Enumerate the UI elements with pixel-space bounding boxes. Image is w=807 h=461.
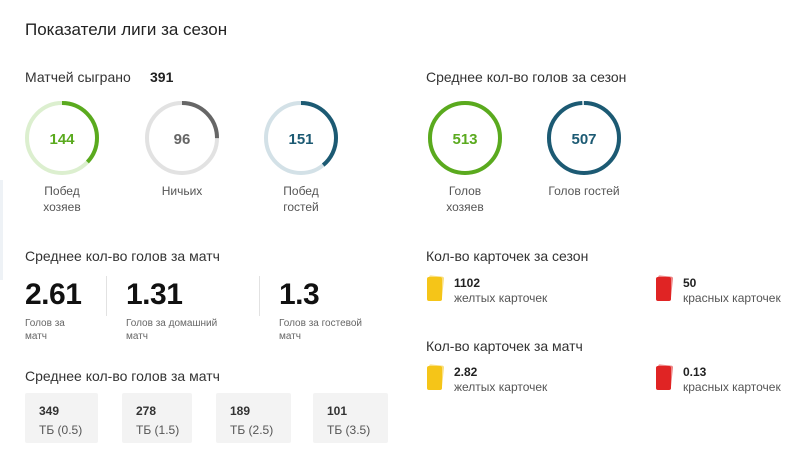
matches-label: Матчей сыграно xyxy=(25,69,131,85)
card-shape xyxy=(656,366,671,390)
stat-caption: Голов за гостевой матч xyxy=(279,317,362,343)
stat-caption: Голов за домашний матч xyxy=(126,317,217,343)
ring-away-goals: 507 Голов гостей xyxy=(534,100,634,199)
ring-arc xyxy=(25,101,99,175)
tb-value: 189 xyxy=(230,404,251,418)
stat-value: 1.3 xyxy=(279,278,320,311)
stat-caption: Голов за матч xyxy=(25,317,81,343)
match-goals-label: Среднее кол-во голов за матч xyxy=(25,248,220,264)
stat-home-goals-per-match: 1.31 Голов за домашний матч xyxy=(126,279,217,343)
ring-caption: Голов гостей xyxy=(534,183,634,199)
ring-draws-chart: 96 xyxy=(145,101,219,175)
caption-line: матч xyxy=(25,331,48,342)
cards-season-label: Кол-во карточек за сезон xyxy=(426,248,589,264)
tb-label: ТБ (3.5) xyxy=(327,423,371,437)
card-text: 2.82 желтых карточек xyxy=(454,365,547,394)
card-text: 50 красных карточек xyxy=(683,276,781,305)
caption-line: Побед xyxy=(283,184,319,198)
ring-value: 96 xyxy=(174,131,191,148)
tb-value: 101 xyxy=(327,404,348,418)
card-label: желтых карточек xyxy=(454,291,548,305)
tb-card: 278 ТБ (1.5) xyxy=(122,393,192,443)
stat-goals-per-match: 2.61 Голов за матч xyxy=(25,278,82,343)
caption-line: Голов xyxy=(448,184,482,198)
ring-away-wins: 151 Побед гостей xyxy=(251,100,351,215)
ring-home-wins-chart: 144 xyxy=(25,101,99,175)
caption-line: хозяев xyxy=(43,200,81,214)
ring-away-goals-chart: 507 xyxy=(547,101,621,175)
ring-draws: 96 Ничьих xyxy=(132,100,232,199)
card-label: красных карточек xyxy=(683,291,781,305)
card-shape xyxy=(427,277,442,301)
ring-arc xyxy=(145,101,219,175)
ring-caption: Ничьих xyxy=(132,183,232,199)
stat-away-goals-per-match: 1.3 Голов за гостевой матч xyxy=(279,279,362,343)
caption-line: Голов за xyxy=(25,318,65,329)
ring-caption: Голов хозяев xyxy=(415,183,515,215)
caption-line: Голов гостей xyxy=(548,184,620,198)
tb-label: ТБ (2.5) xyxy=(230,423,274,437)
divider xyxy=(259,276,260,316)
stat-value: 1.31 xyxy=(126,278,183,311)
card-value: 1102 xyxy=(454,276,481,290)
tb-value: 278 xyxy=(136,404,157,418)
card-value: 50 xyxy=(683,276,697,290)
tb-card: 349 ТБ (0.5) xyxy=(25,393,98,443)
red-card-icon xyxy=(655,364,674,390)
ring-arc xyxy=(428,101,502,175)
page-title: Показатели лиги за сезон xyxy=(25,20,228,39)
card-value: 2.82 xyxy=(454,365,478,379)
tb-card: 189 ТБ (2.5) xyxy=(216,393,291,443)
ring-value: 513 xyxy=(452,131,477,148)
tb-label: ТБ (1.5) xyxy=(136,423,180,437)
card-text: 0.13 красных карточек xyxy=(683,365,781,394)
side-strip xyxy=(0,180,3,280)
ring-home-goals: 513 Голов хозяев xyxy=(415,100,515,215)
season-goals-label: Среднее кол-во голов за сезон xyxy=(426,69,627,85)
card-label: желтых карточек xyxy=(454,380,548,394)
ring-value: 507 xyxy=(571,131,596,148)
cards-match-label: Кол-во карточек за матч xyxy=(426,338,583,354)
tb-card: 101 ТБ (3.5) xyxy=(313,393,388,443)
caption-line: гостей xyxy=(283,200,319,214)
caption-line: хозяев xyxy=(446,200,484,214)
ring-caption: Побед гостей xyxy=(251,183,351,215)
ring-arc xyxy=(264,101,338,175)
tb-value: 349 xyxy=(39,404,60,418)
matches-count: 391 xyxy=(150,69,174,85)
yellow-card-icon xyxy=(426,364,445,390)
caption-line: Ничьих xyxy=(161,184,203,198)
ring-value: 151 xyxy=(288,131,313,148)
red-card-icon xyxy=(655,275,674,301)
card-value: 0.13 xyxy=(683,365,707,379)
card-shape xyxy=(656,277,671,301)
totals-label: Среднее кол-во голов за матч xyxy=(25,368,220,384)
caption-line: Побед xyxy=(44,184,80,198)
ring-away-wins-chart: 151 xyxy=(264,101,338,175)
caption-line: матч xyxy=(279,331,302,342)
tb-label: ТБ (0.5) xyxy=(39,423,83,437)
stat-value: 2.61 xyxy=(25,278,82,311)
ring-home-wins: 144 Побед хозяев xyxy=(12,100,112,215)
divider xyxy=(106,276,107,316)
yellow-card-icon xyxy=(426,275,445,301)
ring-value: 144 xyxy=(49,131,75,148)
card-text: 1102 желтых карточек xyxy=(454,276,547,305)
caption-line: Голов за гостевой xyxy=(279,318,362,329)
card-label: красных карточек xyxy=(683,380,781,394)
ring-arc xyxy=(547,101,621,175)
ring-home-goals-chart: 513 xyxy=(428,101,502,175)
card-shape xyxy=(427,366,442,390)
ring-caption: Побед хозяев xyxy=(12,183,112,215)
caption-line: Голов за домашний xyxy=(126,318,218,329)
caption-line: матч xyxy=(126,331,149,342)
